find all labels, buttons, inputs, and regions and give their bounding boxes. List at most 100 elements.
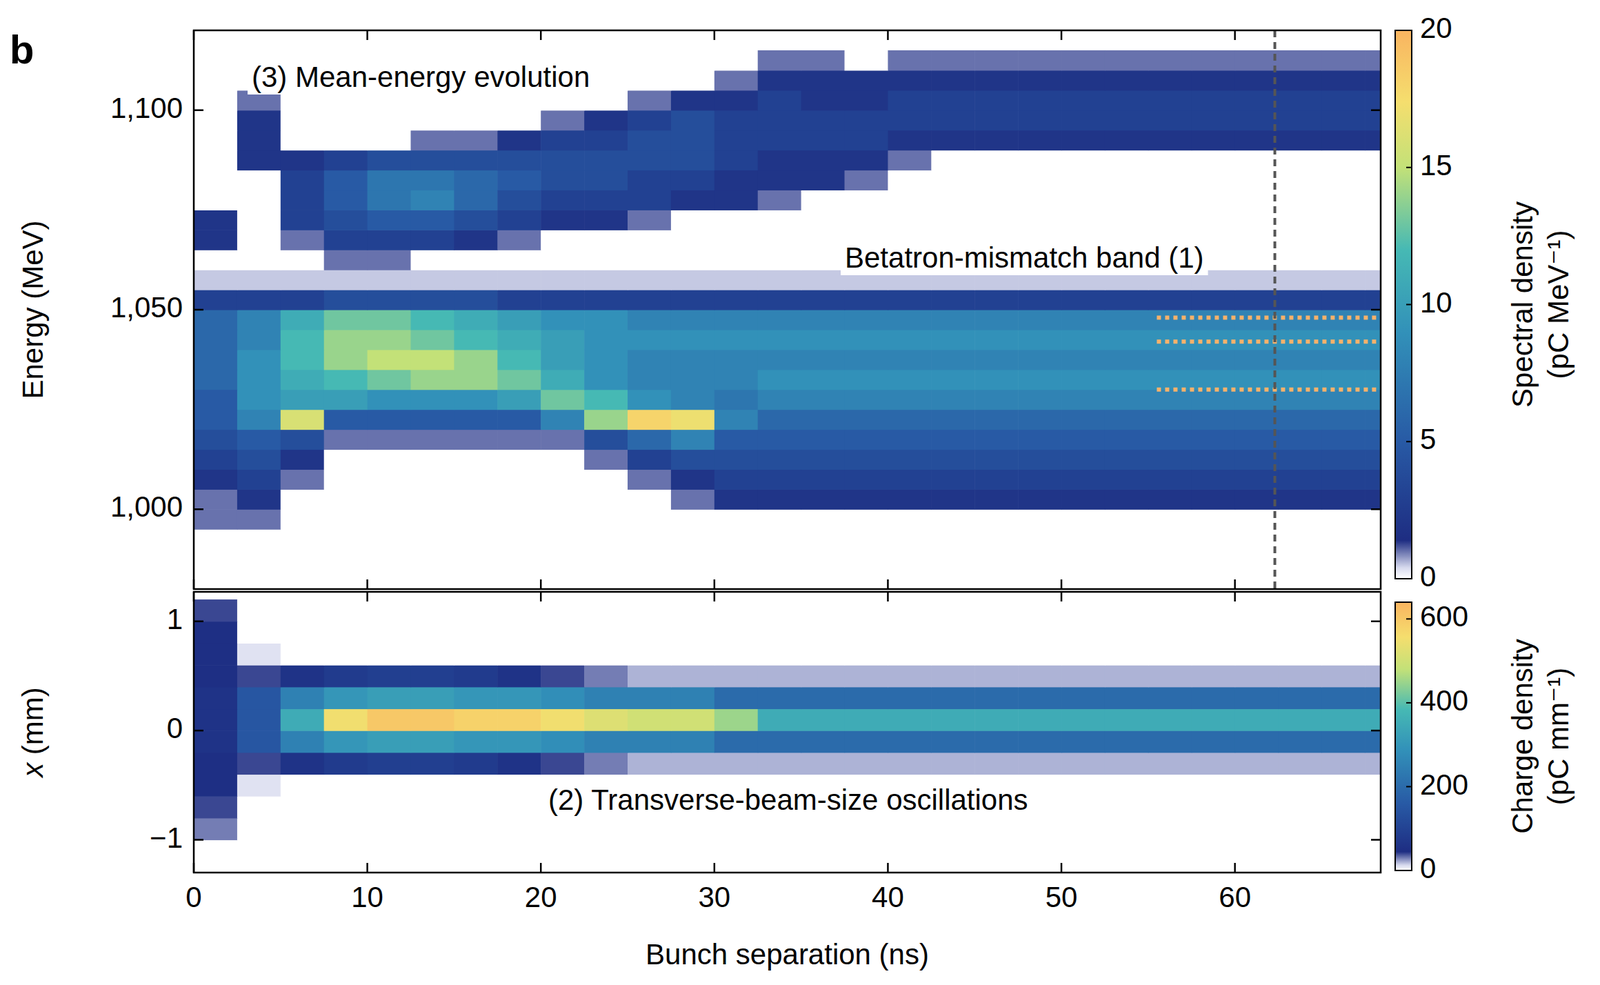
colorbar-tick (1406, 304, 1412, 306)
heatmap-cell (324, 752, 369, 775)
heatmap-cell (1017, 752, 1063, 775)
heatmap-cell (280, 189, 325, 211)
heatmap-cell (1364, 369, 1381, 391)
heatmap-cell (584, 621, 629, 644)
heatmap-cell (540, 817, 585, 840)
heatmap-cell (540, 249, 585, 271)
heatmap-cell (1148, 349, 1193, 371)
heatmap-cell (627, 839, 672, 862)
heatmap-cell (931, 468, 976, 490)
heatmap-cell (540, 752, 585, 775)
heatmap-cell (1278, 110, 1323, 132)
x-tick-label: 10 (351, 880, 384, 914)
heatmap-cell (627, 110, 672, 132)
heatmap-cell (1278, 289, 1323, 311)
heatmap-cell (324, 599, 369, 622)
heatmap-cell (671, 730, 716, 753)
heatmap-cell (757, 708, 803, 731)
heatmap-cell (1017, 189, 1063, 211)
heatmap-cell (584, 599, 629, 622)
heatmap-cell (1017, 289, 1063, 311)
heatmap-cell (887, 329, 932, 351)
heatmap-cell (1278, 752, 1323, 775)
heatmap-cell (237, 449, 282, 471)
x-tick (1233, 30, 1236, 40)
heatmap-cell (844, 170, 889, 192)
heatmap-cell (1321, 70, 1366, 92)
heatmap-cell (584, 449, 629, 471)
heatmap-cell (1061, 752, 1106, 775)
heatmap-cell (887, 209, 932, 231)
heatmap-cell (931, 50, 976, 72)
heatmap-cell (627, 817, 672, 840)
heatmap-cell (324, 468, 369, 490)
heatmap-cell (757, 508, 803, 530)
reference-line (1156, 387, 1381, 392)
heatmap-cell (584, 429, 629, 451)
heatmap-cell (1191, 686, 1236, 709)
heatmap-cell (1061, 817, 1106, 840)
heatmap-cell (1061, 170, 1106, 192)
heatmap-cell (584, 409, 629, 431)
y-tick (1371, 108, 1381, 112)
heatmap-cell (237, 409, 282, 431)
heatmap-cell (801, 369, 846, 391)
heatmap-cell (887, 90, 932, 112)
heatmap-cell (627, 752, 672, 775)
heatmap-cell (757, 752, 803, 775)
heatmap-cell (1104, 449, 1149, 471)
heatmap-cell (1321, 249, 1366, 271)
heatmap-cell (974, 409, 1019, 431)
heatmap-cell (193, 839, 238, 862)
heatmap-cell (280, 642, 325, 665)
heatmap-cell (1321, 349, 1366, 371)
heatmap-cell (1191, 90, 1236, 112)
heatmap-cell (931, 329, 976, 351)
heatmap-cell (1191, 839, 1236, 862)
heatmap-cell (453, 730, 498, 753)
heatmap-cell (411, 730, 456, 753)
heatmap-cell (280, 621, 325, 644)
heatmap-cell (237, 664, 282, 687)
heatmap-cell (931, 369, 976, 391)
heatmap-cell (497, 349, 542, 371)
heatmap-cell (1148, 488, 1193, 510)
heatmap-cell (1235, 269, 1280, 291)
heatmap-cell (887, 449, 932, 471)
heatmap-cell (540, 189, 585, 211)
heatmap-cell (1321, 130, 1366, 152)
heatmap-cell (1364, 389, 1381, 411)
heatmap-cell (887, 599, 932, 622)
heatmap-cell (714, 50, 759, 72)
heatmap-cell (1061, 130, 1106, 152)
heatmap-cell (1321, 429, 1366, 451)
heatmap-cell (1148, 795, 1193, 818)
heatmap-cell (844, 369, 889, 391)
heatmap-cell (974, 90, 1019, 112)
heatmap-cell (1364, 508, 1381, 530)
heatmap-cell (411, 329, 456, 351)
heatmap-cell (974, 508, 1019, 530)
x-tick (366, 591, 369, 602)
heatmap-cell (584, 730, 629, 753)
heatmap-cell (671, 664, 716, 687)
heatmap-cell (411, 389, 456, 411)
heatmap-cell (411, 170, 456, 192)
x-tick (193, 579, 196, 589)
heatmap-cell (1278, 664, 1323, 687)
heatmap-cell (367, 150, 412, 172)
heatmap-cell (411, 468, 456, 490)
heatmap-cell (974, 189, 1019, 211)
heatmap-cell (453, 468, 498, 490)
heatmap-cell (193, 468, 238, 490)
heatmap-cell (974, 110, 1019, 132)
heatmap-cell (1104, 817, 1149, 840)
heatmap-cell (1017, 708, 1063, 731)
heatmap-cell (1364, 50, 1381, 72)
heatmap-cell (497, 189, 542, 211)
heatmap-cell (584, 269, 629, 291)
heatmap-cell (1321, 599, 1366, 622)
heatmap-cell (1017, 599, 1063, 622)
heatmap-cell (627, 309, 672, 331)
heatmap-cell (367, 773, 412, 796)
